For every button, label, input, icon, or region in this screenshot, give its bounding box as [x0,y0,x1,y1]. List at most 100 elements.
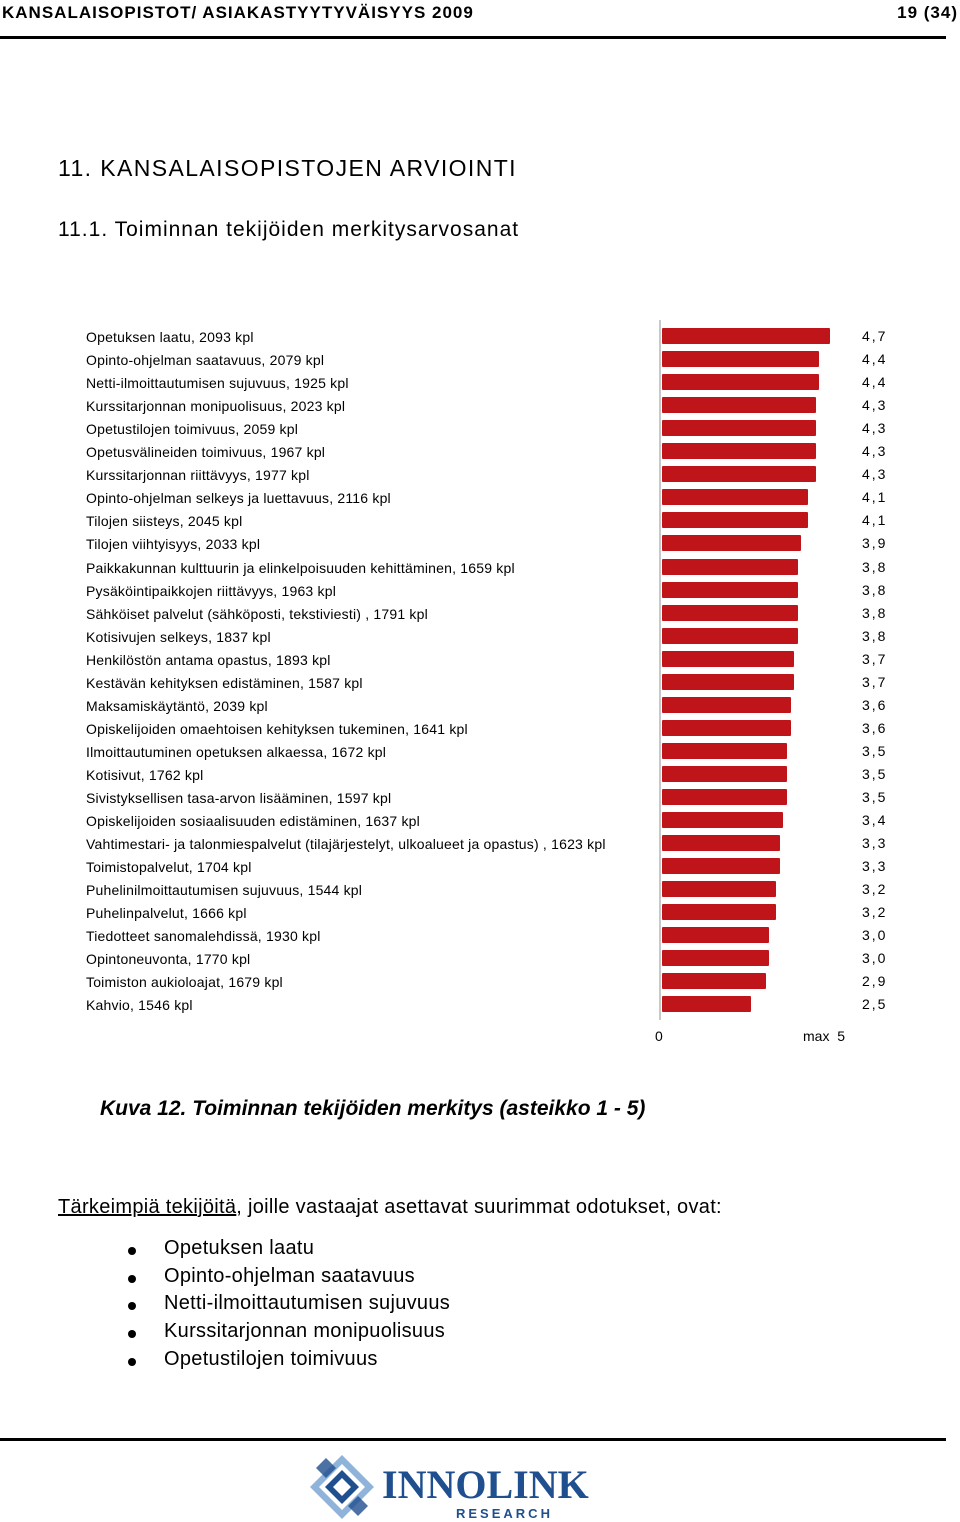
logo-mark-icon [310,1455,374,1519]
chart-category-label: Opiskelijoiden sosiaalisuuden edistämine… [86,813,420,830]
chart-bar [662,420,816,437]
chart-bar [662,765,787,782]
chart-value-label: 3,8 [862,558,888,575]
list-item-text: Opetustilojen toimivuus [164,1347,378,1370]
logo-subtitle: RESEARCH [456,1506,553,1521]
list-item: Opetustilojen toimivuus [128,1348,450,1376]
chart-value-label: 3,5 [862,765,888,782]
bullet-icon [128,1247,136,1255]
chart-category-label: Opetusvälineiden toimivuus, 1967 kpl [86,444,326,461]
chart-category-label: Sivistyksellisen tasa-arvon lisääminen, … [86,790,392,806]
chart-value-label: 3,6 [862,719,888,736]
chart-category-label: Pysäköintipaikkojen riittävyys, 1963 kpl [86,582,337,599]
subsection-heading: 11.1. Toiminnan tekijöiden merkitysarvos… [58,218,520,241]
chart-value-label: 3,0 [862,950,888,967]
summary-underlined: Tärkeimpiä tekijöitä [58,1196,237,1218]
list-item-text: Opinto-ohjelman saatavuus [164,1264,415,1287]
chart-bar [662,558,798,575]
key-factors-list: Opetuksen laatu Opinto-ohjelman saatavuu… [128,1237,450,1375]
innolink-logo: INNOLINK RESEARCH [310,1455,589,1521]
chart-category-label: Opinto-ohjelman selkeys ja luettavuus, 2… [86,490,391,507]
chart-category-label: Tilojen siisteys, 2045 kpl [86,513,243,530]
list-item-text: Kurssitarjonnan monipuolisuus [164,1320,446,1343]
chart-category-label: Kotisivut, 1762 kpl [86,766,204,783]
chart-bar [662,351,820,368]
list-item-text: Opetuksen laatu [164,1237,315,1259]
chart-bar [662,812,784,829]
chart-bar [662,835,780,852]
chart-value-label: 3,5 [862,789,888,805]
chart-bar [662,535,802,552]
chart-category-label: Kestävän kehityksen edistäminen, 1587 kp… [86,674,363,691]
chart-category-label: Sähköiset palvelut (sähköposti, tekstivi… [86,605,428,622]
header-title: KANSALAISOPISTOT/ ASIAKASTYYTYVÄISYYS 20… [2,3,474,22]
chart-bar [662,742,787,759]
chart-bar [662,904,777,921]
chart-bar [662,673,795,690]
chart-bar [662,443,816,460]
list-item: Opinto-ohjelman saatavuus [128,1265,450,1293]
chart-category-label: Opiskelijoiden omaehtoisen kehityksen tu… [86,720,468,737]
chart-value-label: 4,7 [862,328,888,344]
list-item-text: Netti-ilmoittautumisen sujuvuus [164,1292,451,1315]
chart-value-label: 2,5 [862,996,888,1013]
chart-value-label: 4,3 [862,420,888,437]
figure-caption: Kuva 12. Toiminnan tekijöiden merkitys (… [100,1097,646,1120]
list-item: Opetuksen laatu [128,1237,450,1265]
chart-category-label: Kotisivujen selkeys, 1837 kpl [86,628,271,645]
summary-paragraph: Tärkeimpiä tekijöitä, joille vastaajat a… [58,1196,722,1219]
chart-bar [662,881,777,898]
chart-bar [662,489,809,506]
chart-bar [662,696,791,713]
chart-bar [662,858,780,875]
list-item: Kurssitarjonnan monipuolisuus [128,1320,450,1348]
chart-bar [662,927,770,944]
footer-divider [0,1438,946,1441]
axis-min-label: 0 [655,1028,663,1044]
chart-value-label: 4,3 [862,466,888,483]
chart-bar [662,397,816,414]
chart-category-label: Kurssitarjonnan monipuolisuus, 2023 kpl [86,398,346,415]
chart-bar [662,950,770,967]
axis-max-label: max 5 [803,1028,846,1044]
chart-value-label: 3,7 [862,650,888,667]
chart-category-label: Opetuksen laatu, 2093 kpl [86,329,254,345]
chart-bar [662,604,798,621]
chart-value-label: 3,4 [862,812,888,829]
chart-category-label: Henkilöstön antama opastus, 1893 kpl [86,651,331,668]
header-divider [0,36,946,39]
chart-category-label: Toimistopalvelut, 1704 kpl [86,859,252,876]
chart-category-label: Tilojen viihtyisyys, 2033 kpl [86,536,261,553]
chart-bar [662,512,809,529]
chart-bar [662,973,766,990]
chart-value-label: 3,3 [862,858,888,875]
chart-value-label: 3,9 [862,535,888,552]
bullet-icon [128,1357,136,1366]
chart-axis-line [659,320,661,1020]
chart-category-label: Netti-ilmoittautumisen sujuvuus, 1925 kp… [86,375,349,392]
chart-value-label: 4,1 [862,489,888,506]
list-item: Netti-ilmoittautumisen sujuvuus [128,1292,450,1320]
chart-category-label: Ilmoittautuminen opetuksen alkaessa, 167… [86,743,387,760]
chart-bar [662,650,795,667]
chart-category-label: Tiedotteet sanomalehdissä, 1930 kpl [86,928,321,945]
chart-bar [662,374,820,391]
chart-value-label: 3,8 [862,581,888,598]
logo-wordmark: INNOLINK [382,1462,589,1507]
chart-category-label: Kahvio, 1546 kpl [86,997,193,1014]
chart-value-label: 4,3 [862,443,888,460]
chart-category-label: Puhelinpalvelut, 1666 kpl [86,905,247,922]
chart-value-label: 3,5 [862,742,888,759]
chart-bar [662,581,798,598]
chart-category-label: Vahtimestari- ja talonmiespalvelut (tila… [86,836,606,853]
chart-bar [662,719,791,736]
bullet-icon [128,1330,136,1339]
chart-value-label: 3,2 [862,881,888,898]
chart-value-label: 4,3 [862,397,888,414]
chart-category-label: Paikkakunnan kulttuurin ja elinkelpoisuu… [86,559,515,576]
chart-value-label: 4,4 [862,374,888,391]
section-heading: 11. KANSALAISOPISTOJEN ARVIOINTI [58,155,517,181]
chart-category-label: Opintoneuvonta, 1770 kpl [86,951,251,968]
chart-bar [662,789,787,805]
chart-value-label: 2,9 [862,973,888,990]
